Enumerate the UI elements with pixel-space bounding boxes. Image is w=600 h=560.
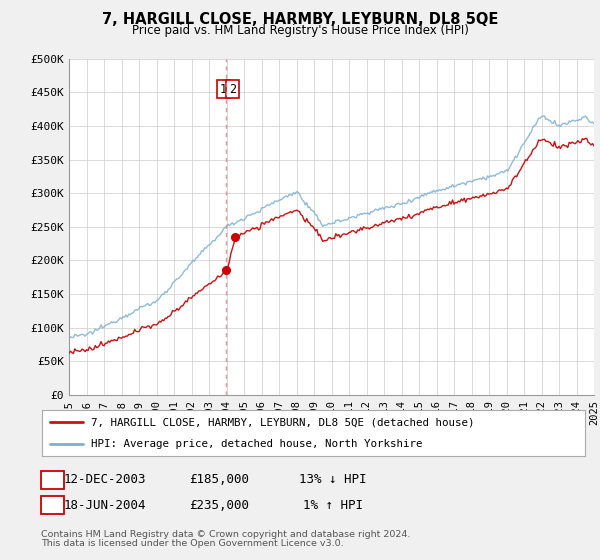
Text: 12-DEC-2003: 12-DEC-2003	[64, 473, 146, 487]
Text: 13% ↓ HPI: 13% ↓ HPI	[299, 473, 367, 487]
Text: 1: 1	[220, 82, 227, 96]
Text: Contains HM Land Registry data © Crown copyright and database right 2024.: Contains HM Land Registry data © Crown c…	[41, 530, 410, 539]
Text: 18-JUN-2004: 18-JUN-2004	[64, 498, 146, 512]
Text: Price paid vs. HM Land Registry's House Price Index (HPI): Price paid vs. HM Land Registry's House …	[131, 24, 469, 37]
Text: £235,000: £235,000	[189, 498, 249, 512]
Text: 1: 1	[49, 473, 56, 487]
Text: HPI: Average price, detached house, North Yorkshire: HPI: Average price, detached house, Nort…	[91, 439, 422, 449]
Text: 2: 2	[229, 82, 236, 96]
Text: 7, HARGILL CLOSE, HARMBY, LEYBURN, DL8 5QE (detached house): 7, HARGILL CLOSE, HARMBY, LEYBURN, DL8 5…	[91, 417, 475, 427]
Text: 7, HARGILL CLOSE, HARMBY, LEYBURN, DL8 5QE: 7, HARGILL CLOSE, HARMBY, LEYBURN, DL8 5…	[102, 12, 498, 27]
Text: 2: 2	[49, 498, 56, 512]
Text: 1% ↑ HPI: 1% ↑ HPI	[303, 498, 363, 512]
Text: £185,000: £185,000	[189, 473, 249, 487]
Text: This data is licensed under the Open Government Licence v3.0.: This data is licensed under the Open Gov…	[41, 539, 343, 548]
